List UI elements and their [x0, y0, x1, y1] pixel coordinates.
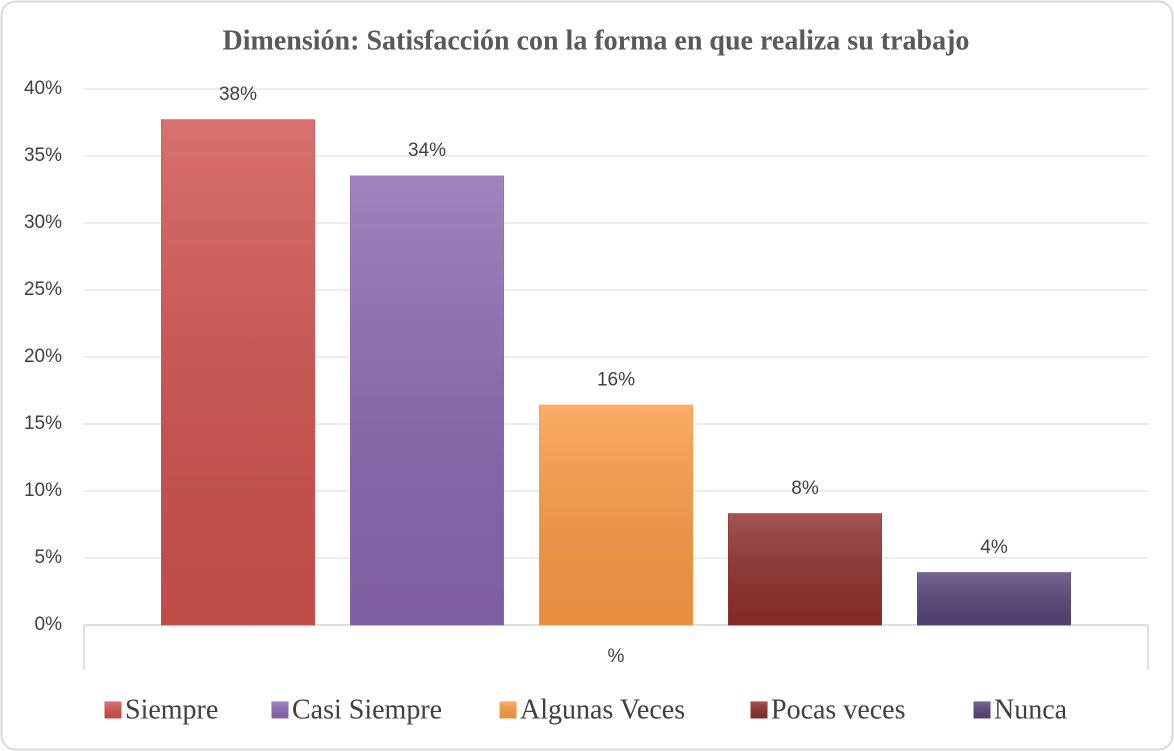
- data-label: 38%: [219, 84, 257, 105]
- data-label: 34%: [408, 140, 446, 161]
- y-tick-label: 30%: [24, 212, 62, 233]
- legend-swatch-shade: [500, 702, 516, 718]
- bar-shade: [539, 405, 693, 625]
- legend-swatch-shade: [751, 702, 767, 718]
- legend-label: Casi Siempre: [292, 694, 442, 725]
- y-tick-label: 25%: [24, 279, 62, 300]
- y-tick-label: 40%: [24, 78, 62, 99]
- bar-shade: [161, 119, 315, 625]
- chart-title: Dimensión: Satisfacción con la forma en …: [223, 25, 970, 56]
- y-tick-label: 5%: [35, 547, 63, 568]
- legend-swatch-shade: [974, 702, 990, 718]
- data-label: 16%: [597, 369, 635, 390]
- legend-label: Pocas veces: [771, 694, 906, 725]
- y-tick-label: 15%: [24, 413, 62, 434]
- y-tick-label: 35%: [24, 145, 62, 166]
- legend-label: Algunas Veces: [520, 694, 685, 725]
- bar-shade: [728, 513, 882, 625]
- legend-label: Siempre: [125, 694, 218, 725]
- x-tick-label: %: [608, 646, 625, 667]
- y-tick-label: 10%: [24, 480, 62, 501]
- legend-swatch-shade: [105, 702, 121, 718]
- legend-swatch-shade: [272, 702, 288, 718]
- y-tick-label: 0%: [35, 614, 63, 635]
- y-tick-label: 20%: [24, 346, 62, 367]
- data-label: 4%: [980, 537, 1008, 558]
- bar-shade: [917, 572, 1071, 625]
- legend-label: Nunca: [994, 694, 1068, 725]
- bar-shade: [350, 176, 504, 625]
- data-label: 8%: [791, 478, 819, 499]
